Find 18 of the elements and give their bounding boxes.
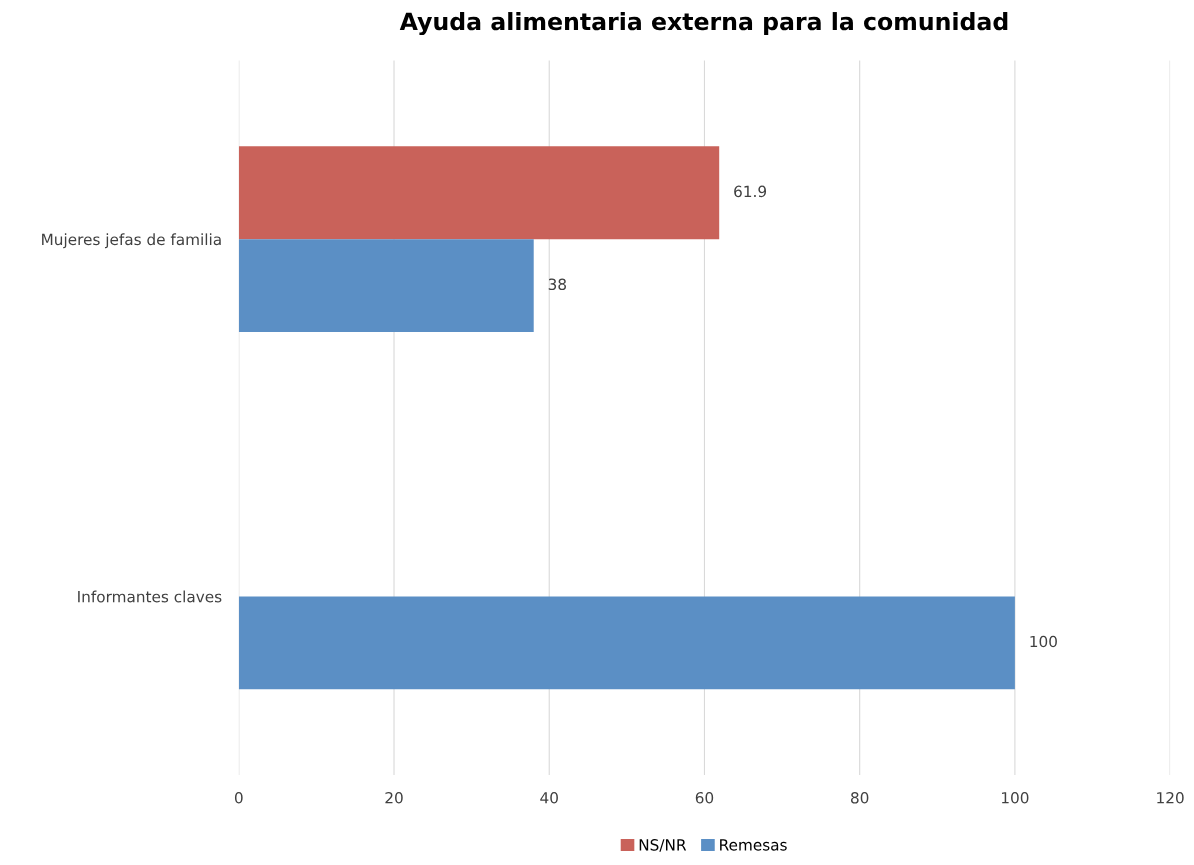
x-tick-label: 0: [234, 791, 243, 804]
data-label: 61.9: [734, 185, 767, 198]
y-tick-label: Mujeres jefas de familia: [42, 233, 221, 249]
data-label: 100: [1030, 635, 1057, 648]
bar: [238, 146, 720, 240]
bar: [238, 239, 534, 333]
x-tick-label: 20: [385, 791, 403, 804]
data-label: 38: [548, 278, 566, 291]
y-tick-label: Informantes claves: [78, 590, 222, 603]
chart-title: Ayuda alimentaria externa para la comunidad: [399, 12, 1008, 36]
x-tick-label: 80: [851, 791, 869, 804]
legend-label: NS/NR: [639, 839, 687, 852]
legend-label: Remesas: [720, 839, 787, 851]
x-tick-label: 120: [1157, 791, 1184, 804]
bar: [238, 596, 1015, 690]
x-tick-label: 100: [1002, 791, 1029, 804]
x-tick-label: 60: [695, 791, 714, 804]
x-tick-label: 40: [540, 791, 558, 804]
